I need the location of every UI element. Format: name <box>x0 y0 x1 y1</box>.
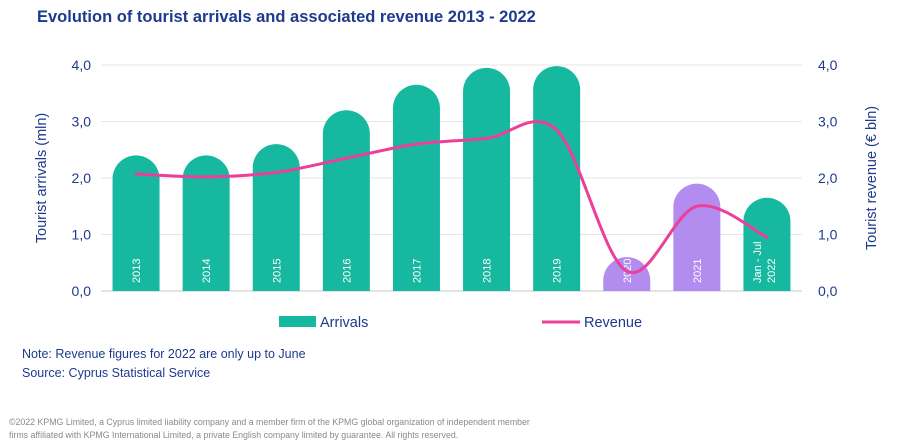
axis-ticks: 0,0 1,0 2,0 3,0 4,0 0,0 1,0 2,0 3,0 4,0 <box>72 57 838 299</box>
bar-category-label: 2017 <box>411 259 423 283</box>
chart-title: Evolution of tourist arrivals and associ… <box>37 8 536 26</box>
bar-category-label: Jan - Jul <box>752 241 764 283</box>
axis-titles: Tourist arrivals (mln) Tourist revenue (€… <box>34 106 880 250</box>
left-tick-label: 1,0 <box>72 227 92 243</box>
revenue-note: Note: Revenue figures for 2022 are only … <box>22 347 306 361</box>
arrivals-bars <box>112 66 791 292</box>
bar-category-label: 2014 <box>201 259 213 283</box>
tourism-chart: 2013 2014 2015 2016 2017 2018 2019 2020 2021 Jan … <box>34 57 880 331</box>
footer-line-1: ©2022 KPMG Limited, a Cyprus limited lia… <box>9 417 530 427</box>
left-tick-label: 0,0 <box>72 283 92 299</box>
right-tick-label: 1,0 <box>818 227 838 243</box>
revenue-line <box>134 120 769 275</box>
footer-line-2: firms affiliated with KPMG International… <box>9 430 459 440</box>
arrivals-bar <box>743 197 791 291</box>
bar-category-label: 2021 <box>692 259 704 283</box>
left-tick-label: 3,0 <box>72 114 92 130</box>
bar-category-label: 2015 <box>271 259 283 283</box>
copyright-footer: ©2022 KPMG Limited, a Cyprus limited lia… <box>9 416 530 442</box>
legend-revenue-label: Revenue <box>584 315 642 331</box>
arrivals-bar <box>463 67 511 292</box>
right-tick-label: 2,0 <box>818 170 838 186</box>
arrivals-bar <box>112 155 160 291</box>
legend-arrivals-label: Arrivals <box>320 315 368 331</box>
arrivals-bar <box>603 257 651 291</box>
right-tick-label: 3,0 <box>818 114 838 130</box>
arrivals-bar <box>252 144 300 291</box>
bar-category-labels: 2013 2014 2015 2016 2017 2018 2019 2020 2021 Jan … <box>131 241 778 283</box>
arrivals-bar <box>392 84 440 291</box>
bar-category-label: 2019 <box>552 259 564 283</box>
bar-category-label: 2022 <box>766 259 778 283</box>
y-axis-label: Tourist arrivals (mln) <box>34 113 50 244</box>
bar-category-label: 2016 <box>341 259 353 283</box>
right-tick-label: 4,0 <box>818 57 838 73</box>
y2-axis-label: Tourist revenue (€ bln) <box>864 106 880 250</box>
legend: Arrivals Revenue <box>279 315 642 331</box>
right-tick-label: 0,0 <box>818 283 838 299</box>
legend-arrivals-swatch <box>279 316 316 327</box>
revenue-line-group <box>134 120 769 275</box>
arrivals-bar <box>673 183 721 291</box>
arrivals-bar <box>182 155 230 291</box>
source-note: Source: Cyprus Statistical Service <box>22 366 211 380</box>
bar-category-label: 2013 <box>131 259 143 283</box>
arrivals-bar <box>533 66 581 291</box>
left-tick-label: 2,0 <box>72 170 92 186</box>
left-tick-label: 4,0 <box>72 57 92 73</box>
bar-category-label: 2018 <box>482 259 494 283</box>
